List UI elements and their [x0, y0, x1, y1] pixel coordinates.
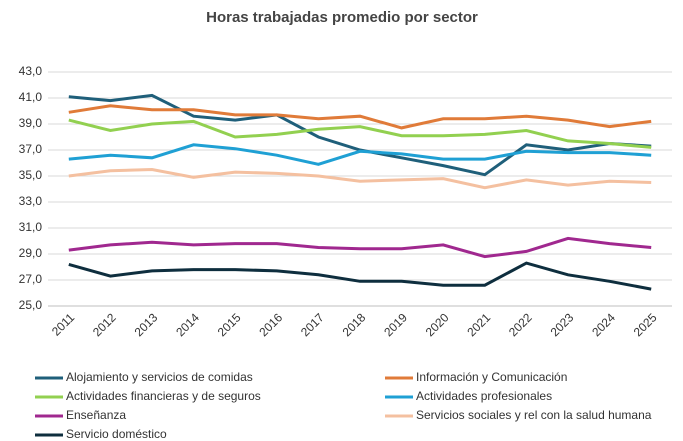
x-tick-label: 2024 — [589, 310, 618, 339]
x-tick-label: 2022 — [506, 310, 535, 339]
y-tick-label: 25,0 — [19, 298, 43, 312]
legend-label: Actividades financieras y de seguros — [66, 389, 261, 403]
y-tick-label: 43,0 — [19, 64, 43, 78]
legend-label: Servicios sociales y rel con la salud hu… — [416, 408, 652, 422]
legend-label: Información y Comunicación — [416, 370, 567, 384]
x-tick-label: 2014 — [173, 310, 202, 339]
y-tick-label: 33,0 — [19, 194, 43, 208]
series-line — [68, 93, 652, 177]
series-line — [68, 236, 652, 259]
y-tick-label: 27,0 — [19, 272, 43, 286]
x-tick-label: 2023 — [548, 310, 577, 339]
x-tick-label: 2012 — [90, 310, 119, 339]
series-line — [68, 167, 652, 190]
legend-label: Actividades profesionales — [416, 389, 552, 403]
series-line — [68, 143, 652, 166]
x-tick-label: 2020 — [423, 310, 452, 339]
chart-title: Horas trabajadas promedio por sector — [206, 9, 478, 26]
y-tick-label: 39,0 — [19, 116, 43, 130]
y-tick-label: 31,0 — [19, 220, 43, 234]
series-line — [68, 118, 652, 149]
x-tick-label: 2021 — [464, 310, 493, 339]
y-tick-label: 41,0 — [19, 90, 43, 104]
y-tick-label: 37,0 — [19, 142, 43, 156]
y-tick-label: 29,0 — [19, 246, 43, 260]
y-tick-label: 35,0 — [19, 168, 43, 182]
x-tick-label: 2019 — [381, 310, 410, 339]
legend-label: Servicio doméstico — [66, 427, 167, 441]
x-tick-label: 2018 — [340, 310, 369, 339]
series-line — [68, 261, 652, 291]
x-tick-label: 2015 — [215, 310, 244, 339]
x-tick-label: 2025 — [631, 310, 660, 339]
x-tick-label: 2011 — [49, 310, 77, 338]
legend-label: Enseñanza — [66, 408, 126, 422]
x-tick-label: 2013 — [132, 310, 161, 339]
x-tick-label: 2017 — [298, 310, 327, 339]
x-tick-label: 2016 — [256, 310, 285, 339]
legend-label: Alojamiento y servicios de comidas — [66, 370, 253, 384]
series-line — [68, 104, 652, 130]
